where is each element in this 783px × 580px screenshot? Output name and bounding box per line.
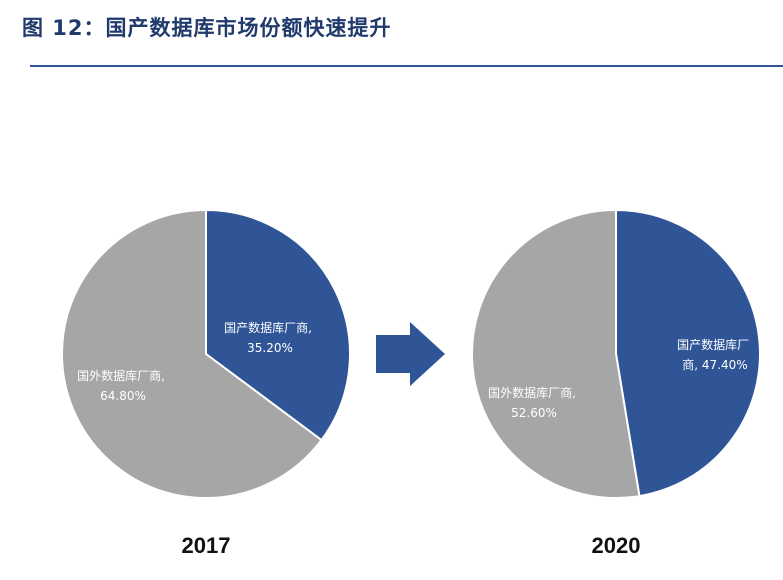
slice-label-domestic-2020-name: 国产数据库厂: [677, 337, 749, 352]
pie-2020: 国产数据库厂 商, 47.40% 国外数据库厂商, 52.60% 2020: [470, 209, 761, 558]
title-divider: [30, 65, 783, 67]
slice-domestic-2020: [615, 209, 761, 498]
slice-domestic-2017: [205, 209, 351, 442]
figure-title: 图 12：国产数据库市场份额快速提升: [22, 16, 392, 40]
slice-label-domestic-2017-name: 国产数据库厂商,: [224, 320, 312, 335]
slice-label-domestic-2020: 国产数据库厂 商, 47.40%: [677, 337, 753, 372]
slice-label-foreign-2017-name: 国外数据库厂商,: [77, 368, 165, 383]
pie-2017: 国产数据库厂商, 35.20% 国外数据库厂商, 64.80% 2017: [61, 209, 351, 558]
slice-label-foreign-2017-value: 64.80%: [100, 389, 146, 403]
year-label-2017: 2017: [182, 533, 231, 558]
slice-label-domestic-2017-value: 35.20%: [247, 341, 293, 355]
arrow-right-icon: [376, 322, 445, 386]
slice-label-domestic-2017: 国产数据库厂商, 35.20%: [224, 320, 316, 355]
slice-label-foreign-2020: 国外数据库厂商, 52.60%: [488, 385, 580, 420]
slice-label-foreign-2020-value: 52.60%: [511, 406, 557, 420]
slice-label-foreign-2020-name: 国外数据库厂商,: [488, 385, 576, 400]
slice-foreign-2020: [470, 209, 641, 499]
slice-label-domestic-2020-value: 商, 47.40%: [682, 357, 747, 372]
slice-label-foreign-2017: 国外数据库厂商, 64.80%: [77, 368, 169, 403]
year-label-2020: 2020: [592, 533, 641, 558]
slice-foreign-2017: [61, 209, 323, 499]
